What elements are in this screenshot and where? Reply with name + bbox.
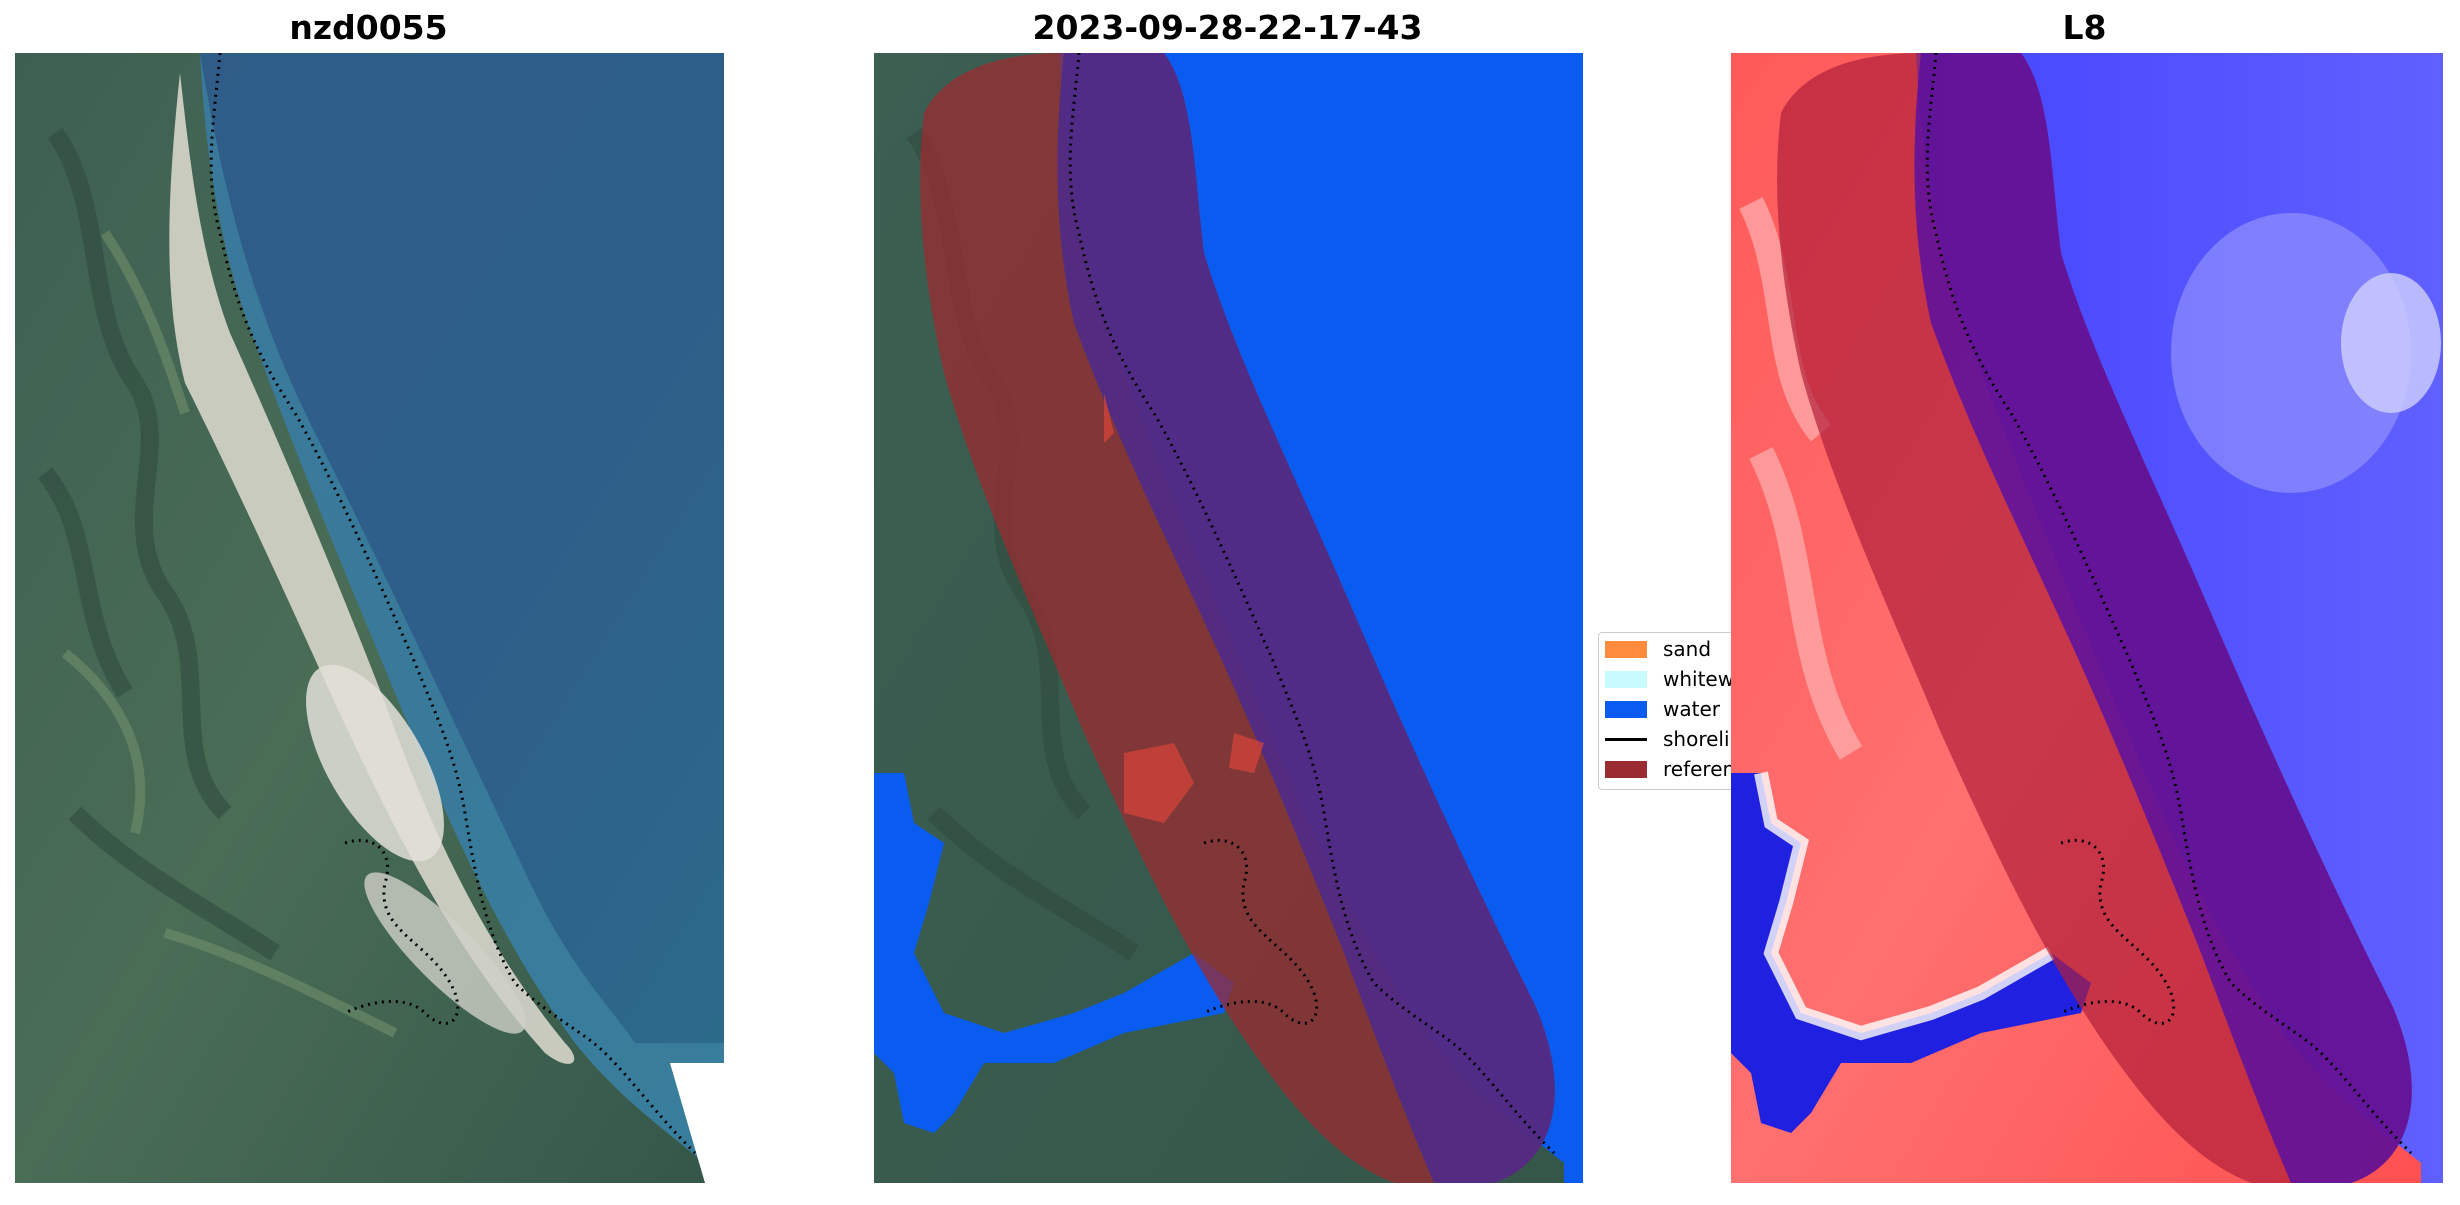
whitewater-swatch xyxy=(1605,670,1647,688)
left-panel-title: nzd0055 xyxy=(289,8,448,47)
land-light xyxy=(1739,197,1863,760)
legend: sand whitewater water shoreline referenc… xyxy=(1598,632,1748,790)
cloud-patch xyxy=(2171,213,2411,493)
shoreline-line-swatch xyxy=(1605,737,1647,741)
sand-spit xyxy=(306,664,444,862)
middle-panel-title: 2023-09-28-22-17-43 xyxy=(1032,8,1423,47)
inlet-shoreline xyxy=(1203,838,1319,1025)
legend-item-reference: reference xyxy=(1605,757,1747,781)
water-swatch xyxy=(1605,700,1647,718)
inlet-shoreline xyxy=(2060,838,2176,1025)
inland-water xyxy=(1731,773,2091,1133)
classification-image xyxy=(874,53,1583,1183)
shallow-water xyxy=(175,53,724,1183)
legend-item-shoreline: shoreline xyxy=(1605,727,1747,751)
legend-item-whitewater: whitewater xyxy=(1605,667,1747,691)
legend-label-sand: sand xyxy=(1663,637,1712,661)
legend-item-sand: sand xyxy=(1605,637,1711,661)
inland-water xyxy=(874,773,1234,1133)
l8-index-image xyxy=(1731,53,2443,1183)
sand-swatch xyxy=(1605,640,1647,658)
inlet-shoreline xyxy=(344,838,460,1025)
bottom-edge xyxy=(670,1063,724,1183)
cloud-patch-2 xyxy=(2341,273,2441,413)
satellite-rgb-image xyxy=(15,53,724,1183)
land-texture-light xyxy=(61,230,398,1038)
reference-buffer-sea xyxy=(1057,53,1555,1183)
land-texture xyxy=(37,127,280,961)
right-panel-title: L8 xyxy=(2062,8,2107,47)
reference-swatch xyxy=(1605,760,1647,778)
sand-spit-2 xyxy=(364,872,526,1034)
reference-buffer-sea xyxy=(1914,53,2412,1183)
legend-label-water: water xyxy=(1663,697,1720,721)
inland-water-edge xyxy=(1754,771,2055,1041)
legend-item-water: water xyxy=(1605,697,1720,721)
